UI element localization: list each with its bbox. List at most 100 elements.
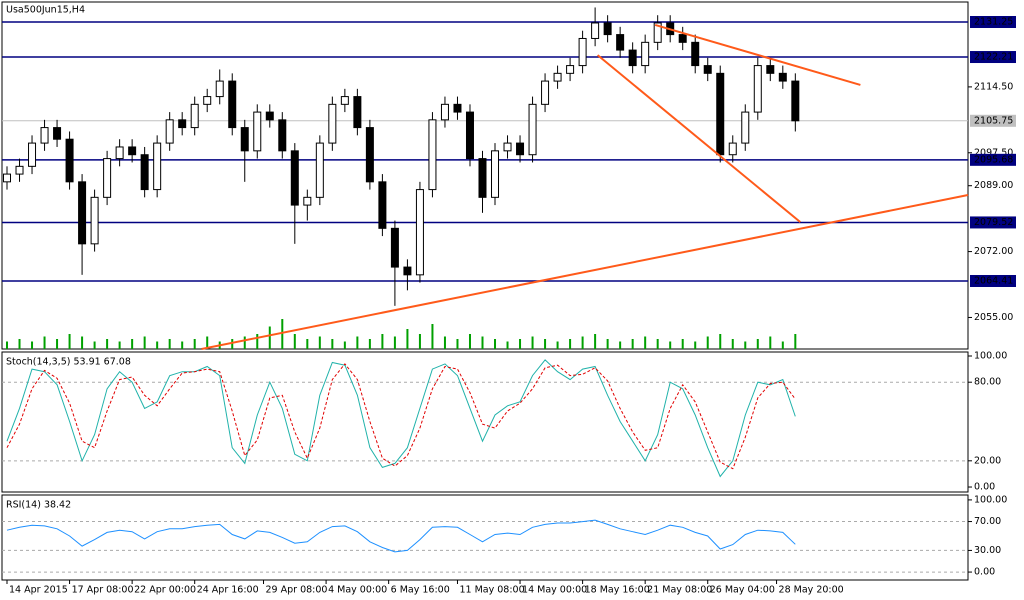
candle-body	[165, 119, 174, 144]
volume-bar	[606, 339, 609, 349]
candle-body	[228, 80, 237, 129]
volume-bar	[193, 339, 196, 349]
volume-bar	[581, 336, 584, 349]
x-tick-label: 14 Apr 2015	[9, 585, 68, 596]
y-tick-label: 0.00	[974, 482, 995, 493]
y-tick-label: 30.00	[974, 545, 1001, 556]
volume-bar	[281, 319, 284, 349]
level-label: 2079.52	[974, 217, 1013, 228]
volume-bar	[268, 326, 271, 349]
volume-bar	[556, 341, 559, 349]
volume-bar	[644, 336, 647, 349]
indicator-line	[6, 363, 796, 470]
volume-bar	[481, 336, 484, 349]
volume-bar	[293, 334, 296, 349]
y-tick-label: 80.00	[974, 377, 1001, 388]
candle-body	[153, 142, 162, 191]
candle-body	[278, 119, 287, 152]
candle-body	[641, 41, 650, 67]
candle-body	[353, 96, 362, 129]
y-tick-label: 2072.00	[974, 246, 1013, 257]
candle-body	[78, 181, 87, 245]
volume-bar	[431, 324, 434, 349]
level-label: 2095.68	[974, 154, 1013, 165]
volume-bar	[68, 334, 71, 349]
volume-bar	[694, 341, 697, 349]
price-panel	[1, 1, 969, 350]
candle-body	[265, 111, 274, 121]
y-tick-label: 70.00	[974, 516, 1001, 527]
candle-body	[365, 127, 374, 183]
volume-bar	[343, 341, 346, 349]
candle-body	[415, 189, 424, 276]
level-box	[970, 15, 1016, 28]
x-tick-label: 11 May 08:00	[459, 585, 524, 596]
rsi-title: RSI(14) 38.42	[6, 500, 71, 511]
y-tick-label: 2114.50	[974, 81, 1013, 92]
level-label: 2064.41	[974, 275, 1013, 286]
candle-body	[303, 196, 312, 206]
y-tick-label: 2097.50	[974, 147, 1013, 158]
candle-body	[741, 111, 750, 144]
volume-bar	[731, 339, 734, 349]
candle-body	[115, 146, 124, 160]
candle-body	[90, 196, 99, 245]
candle-body	[603, 22, 612, 36]
volume-bar	[794, 334, 797, 349]
volume-bar	[719, 334, 722, 349]
volume-bar	[506, 341, 509, 349]
candle-body	[53, 127, 62, 140]
y-tick-label: 2055.00	[974, 312, 1013, 323]
volume-bar	[368, 339, 371, 349]
candle-body	[678, 34, 687, 43]
candle-body	[65, 138, 74, 183]
volume-bar	[619, 341, 622, 349]
x-tick-label: 24 Apr 16:00	[197, 585, 259, 596]
volume-bar	[318, 336, 321, 349]
volume-bar	[468, 334, 471, 349]
volume-bar	[443, 336, 446, 349]
volume-bar	[143, 336, 146, 349]
candle-body	[703, 65, 712, 74]
y-tick-label: 0.00	[974, 567, 995, 578]
stoch-panel	[1, 351, 969, 493]
candle-body	[591, 22, 600, 39]
level-box	[970, 216, 1016, 229]
volume-bar	[631, 339, 634, 349]
volume-bar	[681, 339, 684, 349]
volume-bar	[569, 339, 572, 349]
candle-body	[516, 142, 525, 156]
x-tick-label: 21 May 08:00	[647, 585, 712, 596]
indicator-line	[6, 359, 796, 478]
x-tick-label: 26 May 04:00	[710, 585, 775, 596]
candle-body	[203, 96, 212, 105]
x-tick-label: 4 May 00:00	[328, 585, 387, 596]
candle-body	[453, 103, 462, 113]
volume-bar	[494, 339, 497, 349]
x-tick-label: 18 May 16:00	[585, 585, 650, 596]
candle-body	[478, 158, 487, 198]
candle-body	[440, 103, 449, 121]
volume-bar	[106, 339, 109, 349]
volume-bar	[206, 336, 209, 349]
volume-bar	[256, 334, 259, 349]
candle-body	[128, 146, 137, 156]
candle-body	[428, 119, 437, 191]
level-box	[970, 51, 1016, 64]
current-price-box	[970, 114, 1016, 127]
candle-body	[778, 72, 787, 82]
volume-bar	[769, 336, 772, 349]
candle-body	[3, 173, 12, 183]
volume-bar	[531, 336, 534, 349]
candle-body	[728, 142, 737, 156]
candle-body	[791, 80, 800, 122]
volume-bar	[669, 341, 672, 349]
volume-bar	[156, 341, 159, 349]
candle-body	[553, 72, 562, 82]
volume-bar	[594, 334, 597, 349]
candle-body	[240, 127, 249, 152]
volume-bar	[181, 341, 184, 349]
volume-bar	[81, 336, 84, 349]
volume-bar	[243, 336, 246, 349]
y-tick-label: 100.00	[974, 494, 1007, 505]
